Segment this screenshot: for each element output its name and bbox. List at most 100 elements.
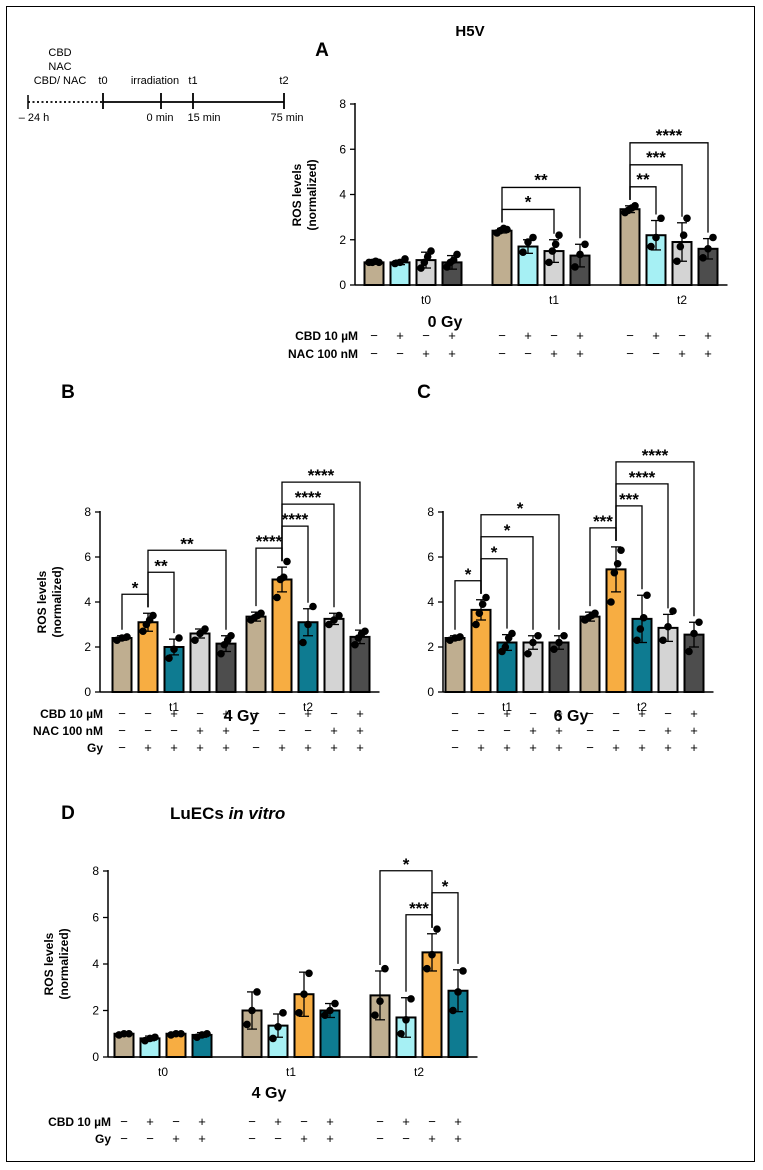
data-point: [165, 654, 173, 663]
treatment-sign: −: [396, 346, 404, 361]
treatment-sign: −: [586, 706, 594, 721]
data-point: [631, 202, 639, 210]
significance-stars: ****: [629, 468, 656, 487]
treatment-sign: −: [120, 1131, 128, 1146]
y-axis-label: ROS levels(normalized): [42, 928, 71, 999]
treatment-sign: +: [555, 723, 563, 738]
treatment-sign: −: [451, 723, 459, 738]
treatment-sign: +: [555, 740, 563, 755]
treatment-sign: −: [248, 1114, 256, 1129]
data-point: [699, 254, 707, 262]
significance-stars: *: [132, 578, 139, 597]
timeline-event-t2: t2: [279, 75, 288, 87]
treatment-sign: +: [170, 706, 178, 721]
data-point: [273, 593, 281, 602]
treatment-sign: −: [376, 1131, 384, 1146]
y-tick-label: 8: [92, 864, 99, 878]
treatment-row-label: NAC 100 nM: [288, 347, 358, 361]
treatment-sign: −: [402, 1131, 410, 1146]
treatment-sign: +: [529, 723, 537, 738]
y-tick-label: 0: [92, 1050, 99, 1064]
timeline-pre-label-cbd: CBD: [48, 47, 71, 59]
data-point: [227, 631, 235, 640]
data-point: [361, 627, 369, 636]
data-point: [453, 250, 461, 259]
y-tick-label: 4: [84, 595, 91, 609]
significance-bracket: [501, 186, 581, 239]
treatment-sign: −: [626, 346, 634, 361]
panel-letter-b: B: [61, 382, 75, 403]
treatment-sign: +: [196, 740, 204, 755]
treatment-sign: −: [278, 706, 286, 721]
treatment-sign: +: [198, 1131, 206, 1146]
significance-stars: ****: [282, 510, 309, 529]
data-point: [449, 256, 458, 264]
data-point: [617, 546, 625, 555]
data-point: [283, 557, 291, 566]
treatment-sign: +: [664, 740, 672, 755]
data-point: [397, 1029, 405, 1038]
treatment-sign: +: [690, 740, 698, 755]
treatment-sign: +: [503, 706, 511, 721]
x-group-label: t0: [421, 293, 431, 307]
data-point: [279, 573, 288, 582]
treatment-sign: +: [678, 346, 686, 361]
panel-letter-a: A: [315, 40, 329, 61]
y-tick-label: 2: [427, 640, 434, 654]
treatment-sign: +: [170, 740, 178, 755]
x-group-label: t2: [637, 700, 647, 714]
data-point: [534, 631, 542, 640]
significance-stars: **: [154, 556, 168, 575]
data-point: [551, 240, 560, 249]
significance-stars: ***: [593, 512, 613, 531]
treatment-sign: +: [330, 723, 338, 738]
significance-stars: ****: [256, 532, 283, 551]
data-point: [482, 593, 490, 602]
data-point: [695, 618, 703, 627]
treatment-sign: +: [652, 328, 660, 343]
data-point: [149, 611, 157, 620]
data-point: [304, 620, 312, 629]
bar: [522, 641, 544, 693]
y-axis-label: ROS levels(normalized): [290, 159, 319, 230]
treatment-sign: −: [664, 706, 672, 721]
treatment-sign: −: [118, 723, 126, 738]
treatment-sign: −: [252, 706, 260, 721]
data-point: [633, 636, 641, 645]
significance-bracket: [629, 142, 709, 233]
significance-bracket: [379, 870, 433, 965]
data-point: [375, 258, 383, 267]
treatment-sign: +: [304, 740, 312, 755]
data-point: [524, 649, 532, 658]
treatment-sign: −: [626, 328, 634, 343]
treatment-sign: +: [454, 1131, 462, 1146]
x-axis-label: 4 Gy: [224, 708, 259, 725]
data-point: [478, 600, 487, 609]
data-point: [427, 247, 435, 255]
timeline-diagram: CBD NAC CBD/ NAC t0 irradiation t1 t2 – …: [19, 47, 304, 124]
x-group-label: t2: [303, 700, 313, 714]
data-point: [560, 631, 568, 640]
x-group-label: t1: [286, 1065, 296, 1079]
treatment-sign: −: [586, 723, 594, 738]
treatment-row-label: CBD 10 µM: [48, 1115, 111, 1129]
treatment-sign: +: [555, 706, 563, 721]
y-tick-label: 2: [84, 640, 91, 654]
timeline-time-75min: 75 min: [270, 112, 303, 124]
data-point: [685, 647, 693, 656]
data-point: [529, 638, 537, 647]
treatment-sign: +: [326, 1114, 334, 1129]
significance-stars: *: [465, 565, 472, 584]
significance-bracket: [615, 461, 695, 617]
data-point: [555, 231, 563, 240]
treatment-sign: −: [120, 1114, 128, 1129]
treatment-sign: −: [451, 706, 459, 721]
treatment-sign: +: [454, 1114, 462, 1129]
treatment-sign: −: [252, 740, 260, 755]
treatment-sign: +: [704, 346, 712, 361]
treatment-sign: −: [278, 723, 286, 738]
